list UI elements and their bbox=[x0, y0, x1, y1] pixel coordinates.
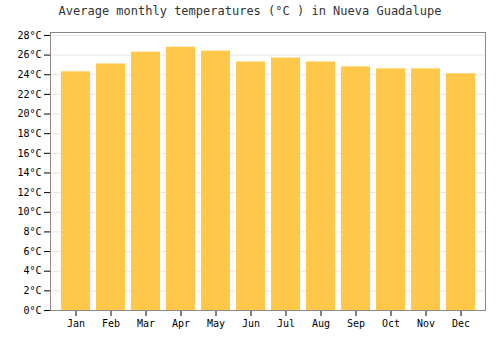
svg-text:May: May bbox=[207, 318, 225, 329]
svg-text:24°C: 24°C bbox=[17, 69, 41, 80]
svg-text:2°C: 2°C bbox=[23, 285, 41, 296]
svg-text:Jan: Jan bbox=[67, 318, 85, 329]
html-text:Average monthly temperatures (: Average monthly temperatures (°C ) in Nu… bbox=[58, 4, 442, 18]
svg-text:Nov: Nov bbox=[417, 318, 435, 329]
svg-text:4°C: 4°C bbox=[23, 265, 41, 276]
svg-text:Jul: Jul bbox=[277, 318, 295, 329]
svg-text:10°C: 10°C bbox=[17, 206, 41, 217]
svg-text:26°C: 26°C bbox=[17, 49, 41, 60]
svg-text:20°C: 20°C bbox=[17, 108, 41, 119]
svg-text:Mar: Mar bbox=[137, 318, 155, 329]
svg-text:Jun: Jun bbox=[242, 318, 260, 329]
svg-text:Aug: Aug bbox=[312, 318, 330, 329]
svg-text:28°C: 28°C bbox=[17, 30, 41, 41]
svg-text:Apr: Apr bbox=[172, 318, 190, 329]
svg-text:14°C: 14°C bbox=[17, 167, 41, 178]
svg-text:22°C: 22°C bbox=[17, 89, 41, 100]
svg-text:Feb: Feb bbox=[102, 318, 120, 329]
svg-text:Oct: Oct bbox=[382, 318, 400, 329]
svg-text:Dec: Dec bbox=[452, 318, 470, 329]
svg-text:0°C: 0°C bbox=[23, 305, 41, 316]
svg-text:Sep: Sep bbox=[347, 318, 365, 329]
svg-text:8°C: 8°C bbox=[23, 226, 41, 237]
svg-text:16°C: 16°C bbox=[17, 148, 41, 159]
svg-text:6°C: 6°C bbox=[23, 246, 41, 257]
svg-text:18°C: 18°C bbox=[17, 128, 41, 139]
svg-text:12°C: 12°C bbox=[17, 187, 41, 198]
